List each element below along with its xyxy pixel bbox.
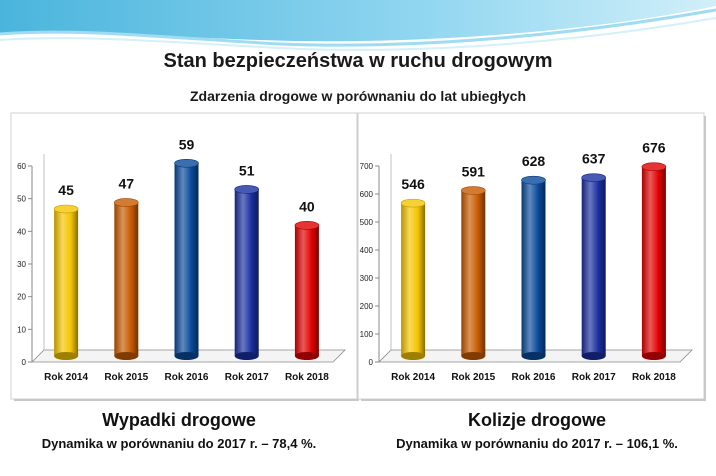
accidents-bar [174,158,199,360]
collisions-x-tick-label: Rok 2016 [512,372,556,383]
chart-accidents-svg: 0 10 20 30 40 50 60 45 Rok 2014 47 Rok 2015 59 Rok 2… [10,112,359,401]
accidents-y-tick-label: 20 [17,293,26,302]
accidents-bar [234,185,259,360]
accidents-y-tick-label: 60 [17,162,26,171]
collisions-data-label: 676 [642,140,666,156]
accidents-data-label: 40 [299,198,315,214]
accidents-data-label: 51 [239,162,255,178]
accidents-data-label: 59 [179,136,195,152]
accidents-data-label: 45 [58,182,74,198]
collisions-y-tick-label: 600 [360,190,374,199]
collisions-bar [521,175,546,360]
collisions-data-label: 637 [582,151,606,167]
collisions-x-tick-label: Rok 2017 [572,372,616,383]
accidents-y-tick-label: 40 [17,227,26,236]
chart-collisions-dynamics: Dynamika w porównaniu do 2017 r. – 106,1… [396,436,678,451]
accidents-bar [114,198,139,360]
collisions-y-tick-label: 500 [360,218,374,227]
accidents-x-tick-label: Rok 2016 [165,372,209,383]
accidents-y-tick-label: 0 [22,358,27,367]
accidents-bar [294,221,320,360]
collisions-data-label: 546 [401,176,425,192]
collisions-bar [461,186,486,360]
chart-accidents-title: Wypadki drogowe [102,410,256,430]
accidents-data-label: 47 [119,175,135,191]
collisions-x-tick-label: Rok 2014 [391,372,435,383]
page-title: Stan bezpieczeństwa w ruchu drogowym [163,50,553,72]
collisions-x-tick-label: Rok 2015 [451,372,495,383]
collisions-bar [641,162,667,360]
chart-accidents: 0 10 20 30 40 50 60 45 Rok 2014 47 Rok 2015 59 Rok 2… [10,112,360,402]
collisions-data-label: 628 [522,153,546,169]
accidents-y-tick-label: 10 [17,325,26,334]
page-subtitle: Zdarzenia drogowe w porównaniu do lat ub… [189,88,527,104]
collisions-bar [581,173,606,360]
accidents-y-tick-label: 50 [17,195,26,204]
collisions-bar [400,198,426,360]
chart-collisions-svg: 0 100 200 300 400 500 600 700 546 Rok 2014 591 Rok … [357,112,706,401]
accidents-y-tick-label: 30 [17,260,26,269]
collisions-y-tick-label: 400 [360,246,374,255]
accidents-x-tick-label: Rok 2014 [44,372,88,383]
accidents-x-tick-label: Rok 2018 [285,372,329,383]
collisions-y-tick-label: 300 [360,274,374,283]
accidents-x-tick-label: Rok 2015 [104,372,148,383]
accidents-bar [53,204,79,360]
collisions-y-tick-label: 100 [360,330,374,339]
collisions-y-tick-label: 200 [360,302,374,311]
collisions-y-tick-label: 0 [369,358,374,367]
header-wave-decoration [0,0,716,51]
chart-accidents-dynamics: Dynamika w porównaniu do 2017 r. – 78,4 … [41,436,317,451]
accidents-x-tick-label: Rok 2017 [225,372,269,383]
collisions-data-label: 591 [462,164,486,180]
chart-collisions-title: Kolizje drogowe [467,410,606,430]
collisions-x-tick-label: Rok 2018 [632,372,676,383]
collisions-y-tick-label: 700 [360,162,374,171]
chart-collisions: 0 100 200 300 400 500 600 700 546 Rok 2014 591 Rok … [357,112,707,402]
